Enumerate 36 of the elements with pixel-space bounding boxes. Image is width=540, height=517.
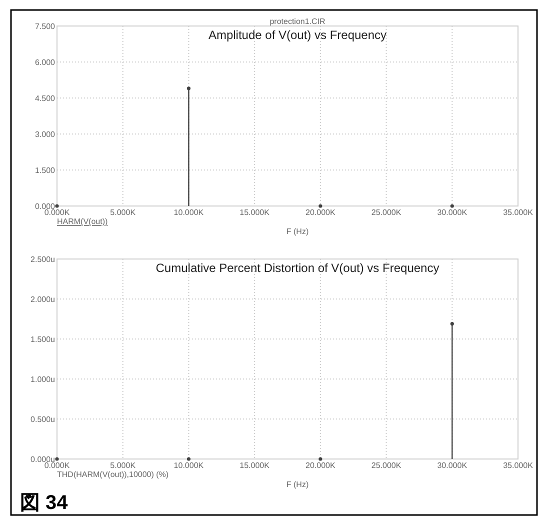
x-tick-label: 25.000K [371,461,402,470]
x-tick-label: 35.000K [503,208,534,217]
y-tick-label: 0.500u [30,415,55,424]
x-axis-title: F (Hz) [286,227,309,236]
y-tick-label: 2.000u [30,295,55,304]
x-tick-label: 5.000K [110,461,136,470]
chart-title: Cumulative Percent Distortion of V(out) vs Frequency [156,261,440,275]
y-tick-label: 1.500 [34,166,56,175]
x-tick-label: 10.000K [174,208,204,217]
y-tick-label: 3.000 [34,130,56,139]
x-tick-label: 0.000K [44,208,70,217]
x-tick-label: 25.000K [371,208,402,217]
y-tick-label: 7.500 [34,22,56,31]
x-tick-label: 20.000K [306,461,336,470]
y-tick-label: 1.500u [30,335,55,344]
x-tick-label: 15.000K [240,461,270,470]
y-tick-label: 6.000 [34,58,56,67]
caption: 図 34 [20,492,69,514]
x-tick-label: 30.000K [437,208,468,217]
x-tick-label: 35.000K [503,461,534,470]
chart-title: Amplitude of V(out) vs Frequency [208,28,387,42]
y-tick-label: 4.500 [34,94,56,103]
x-axis-title: F (Hz) [286,480,309,489]
chart-subtitle: protection1.CIR [270,17,326,26]
x-tick-label: 5.000K [110,208,136,217]
y-tick-label: 0.000 [34,202,56,211]
text: THD(HARM(V(out)),10000) (%) [57,470,169,479]
x-tick-label: 30.000K [437,461,468,470]
x-tick-label: 10.000K [174,461,204,470]
y-tick-label: 0.000u [30,455,55,464]
text: HARM(V(out)) [57,217,108,226]
x-tick-label: 15.000K [240,208,270,217]
x-tick-label: 0.000K [44,461,70,470]
y-tick-label: 2.500u [30,255,55,264]
y-tick-label: 1.000u [30,375,55,384]
x-tick-label: 20.000K [306,208,336,217]
